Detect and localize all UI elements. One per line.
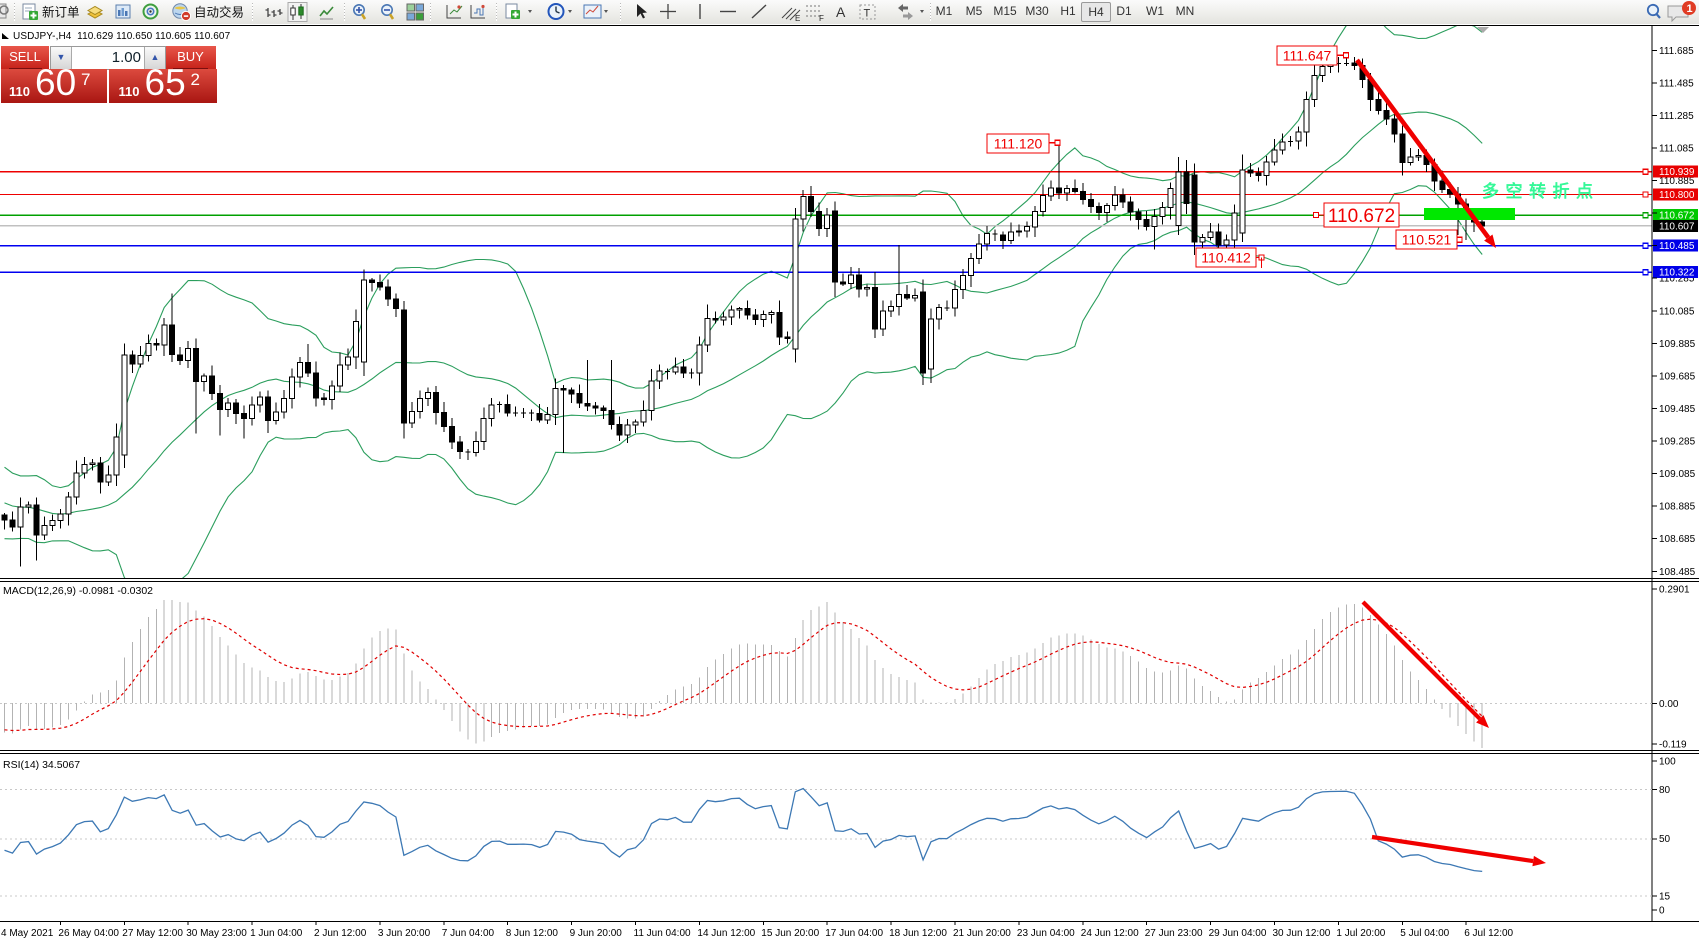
svg-text:21 Jun 20:00: 21 Jun 20:00 [953,928,1011,939]
svg-text:30 May 23:00: 30 May 23:00 [186,928,247,939]
svg-text:18 Jun 12:00: 18 Jun 12:00 [889,928,947,939]
svg-text:109.285: 109.285 [1659,437,1696,448]
svg-text:29 Jun 04:00: 29 Jun 04:00 [1209,928,1267,939]
svg-text:4 May 2021: 4 May 2021 [1,928,54,939]
svg-text:50: 50 [1659,834,1671,845]
svg-text:110.672: 110.672 [1659,211,1695,222]
svg-text:111.085: 111.085 [1659,144,1694,155]
svg-text:15: 15 [1659,892,1671,903]
svg-text:11 Jun 04:00: 11 Jun 04:00 [634,928,692,939]
svg-text:110.412: 110.412 [1201,250,1251,266]
svg-text:E: E [795,14,800,23]
svg-text:110.800: 110.800 [1659,190,1695,201]
svg-text:17 Jun 04:00: 17 Jun 04:00 [825,928,883,939]
svg-text:109.685: 109.685 [1659,371,1696,382]
svg-text:111.285: 111.285 [1659,111,1694,122]
svg-text:110.521: 110.521 [1402,232,1452,248]
svg-text:100: 100 [1659,757,1676,768]
svg-text:27 Jun 23:00: 27 Jun 23:00 [1145,928,1203,939]
svg-text:5 Jul 04:00: 5 Jul 04:00 [1400,928,1449,939]
svg-text:新订单: 新订单 [42,5,80,20]
svg-text:110.485: 110.485 [1659,241,1695,252]
svg-text:多空转折点: 多空转折点 [1482,181,1600,201]
svg-text:110.939: 110.939 [1659,167,1695,178]
svg-text:0.2901: 0.2901 [1659,585,1690,596]
svg-text:108.885: 108.885 [1659,502,1696,513]
svg-text:8 Jun 12:00: 8 Jun 12:00 [506,928,559,939]
svg-text:6 Jul 12:00: 6 Jul 12:00 [1464,928,1513,939]
svg-text:108.485: 108.485 [1659,567,1696,578]
svg-text:14 Jun 12:00: 14 Jun 12:00 [697,928,755,939]
svg-text:23 Jun 04:00: 23 Jun 04:00 [1017,928,1075,939]
svg-text:26 May 04:00: 26 May 04:00 [58,928,119,939]
svg-text:110.885: 110.885 [1659,176,1695,187]
svg-text:110.607: 110.607 [1659,221,1695,232]
svg-text:2 Jun 12:00: 2 Jun 12:00 [314,928,367,939]
svg-text:15 Jun 20:00: 15 Jun 20:00 [761,928,819,939]
svg-text:111.685: 111.685 [1659,46,1694,57]
svg-text:27 May 12:00: 27 May 12:00 [122,928,183,939]
svg-text:MACD(12,26,9) -0.0981 -0.0302: MACD(12,26,9) -0.0981 -0.0302 [3,585,153,597]
svg-text:110.285: 110.285 [1659,274,1695,285]
svg-text:T: T [864,8,871,20]
svg-text:110.672: 110.672 [1328,206,1395,227]
svg-text:111.485: 111.485 [1659,78,1694,89]
svg-text:110.085: 110.085 [1659,306,1695,317]
svg-text:30 Jun 12:00: 30 Jun 12:00 [1273,928,1331,939]
svg-text:109.085: 109.085 [1659,469,1696,480]
svg-text:RSI(14) 34.5067: RSI(14) 34.5067 [3,759,80,771]
svg-text:108.685: 108.685 [1659,534,1696,545]
svg-text:3 Jun 20:00: 3 Jun 20:00 [378,928,431,939]
svg-text:-0.119: -0.119 [1659,740,1687,751]
svg-text:A: A [836,4,846,20]
svg-text:109.885: 109.885 [1659,339,1696,350]
svg-text:80: 80 [1659,785,1671,796]
svg-text:1 Jun 04:00: 1 Jun 04:00 [250,928,303,939]
svg-text:111.120: 111.120 [994,136,1043,152]
svg-text:1 Jul 20:00: 1 Jul 20:00 [1336,928,1385,939]
svg-text:111.647: 111.647 [1283,48,1332,64]
svg-text:1: 1 [1687,3,1693,15]
svg-text:0: 0 [1659,906,1665,917]
svg-text:7 Jun 04:00: 7 Jun 04:00 [442,928,495,939]
svg-text:9 Jun 20:00: 9 Jun 20:00 [570,928,623,939]
svg-text:自动交易: 自动交易 [194,5,244,20]
svg-text:24 Jun 12:00: 24 Jun 12:00 [1081,928,1139,939]
svg-text:F: F [819,14,824,23]
svg-text:110.322: 110.322 [1659,268,1695,279]
svg-text:109.485: 109.485 [1659,404,1696,415]
svg-text:0.00: 0.00 [1659,699,1679,710]
